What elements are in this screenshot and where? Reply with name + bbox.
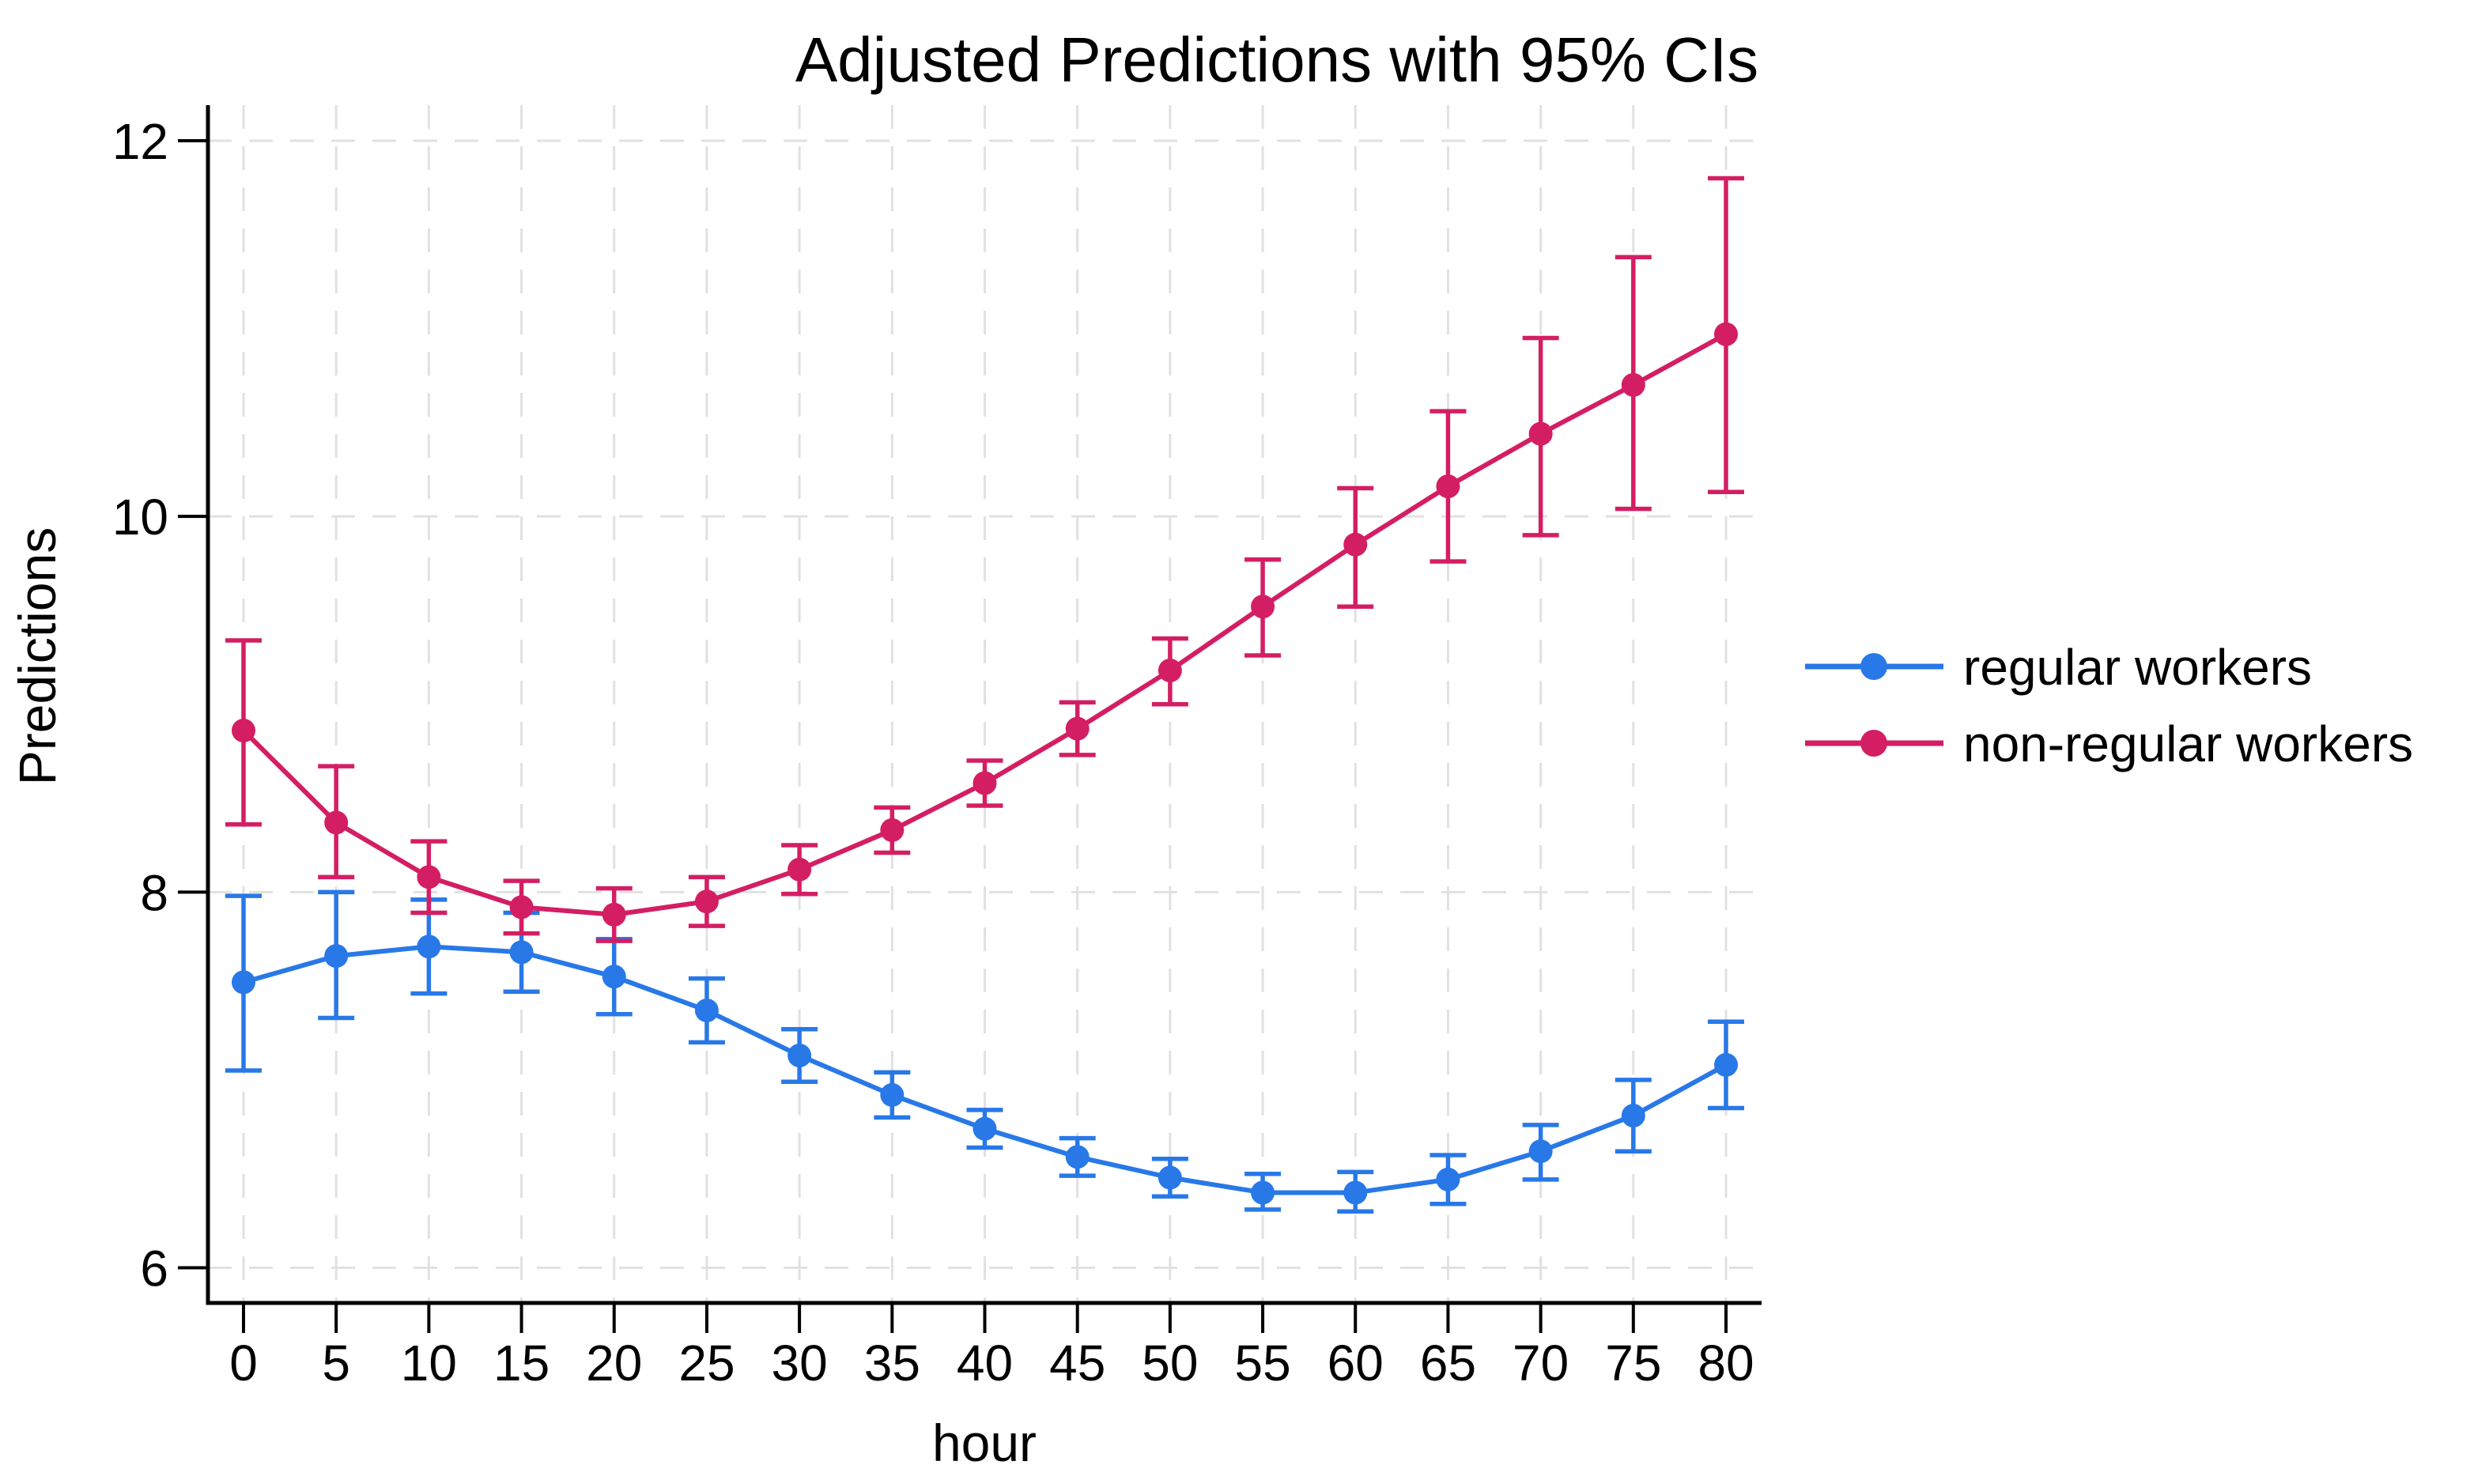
data-point-marker bbox=[232, 970, 255, 995]
axes-layer: 6 8 10 12 0 5 10 15 20 25 30 35 40 45 50 55 60 65 70 75 80 bbox=[112, 105, 1762, 1391]
data-point-marker bbox=[880, 818, 905, 842]
data-point-marker bbox=[1251, 595, 1275, 619]
x-tick-label: 80 bbox=[1698, 1335, 1754, 1391]
legend-item-regular: regular workers bbox=[1805, 639, 2312, 696]
x-tick-label: 25 bbox=[678, 1335, 735, 1391]
legend-label-regular: regular workers bbox=[1963, 639, 2312, 696]
data-point-marker bbox=[509, 940, 534, 965]
x-tick-label: 20 bbox=[586, 1335, 642, 1391]
data-point-marker bbox=[1343, 532, 1368, 557]
data-point-marker bbox=[509, 895, 534, 919]
data-point-marker bbox=[1158, 1165, 1182, 1190]
data-point-marker bbox=[880, 1082, 905, 1107]
data-point-marker bbox=[1528, 421, 1553, 446]
data-point-marker bbox=[1436, 1167, 1460, 1191]
data-point-marker bbox=[694, 999, 719, 1023]
x-tick-label: 50 bbox=[1142, 1335, 1198, 1391]
data-point-marker bbox=[417, 865, 441, 889]
legend-label-non-regular: non-regular workers bbox=[1963, 716, 2413, 772]
y-axis-label: Predictions bbox=[8, 527, 66, 786]
data-point-marker bbox=[1158, 658, 1182, 682]
legend-marker-icon-regular bbox=[1860, 653, 1887, 680]
x-tick-label: 5 bbox=[322, 1335, 350, 1391]
series-layer bbox=[225, 176, 1744, 1214]
x-tick-label: 0 bbox=[229, 1335, 258, 1391]
x-tick-label: 15 bbox=[493, 1335, 550, 1391]
y-tick-label: 12 bbox=[112, 113, 168, 170]
data-point-marker bbox=[1714, 1052, 1738, 1077]
data-point-marker bbox=[973, 771, 997, 795]
y-tick-label: 10 bbox=[112, 489, 168, 546]
data-point-marker bbox=[1436, 474, 1460, 499]
data-point-marker bbox=[1065, 716, 1090, 741]
chart-title: Adjusted Predictions with 95% CIs bbox=[795, 25, 1758, 95]
data-point-marker bbox=[1528, 1139, 1553, 1164]
x-tick-label: 65 bbox=[1420, 1335, 1476, 1391]
x-tick-label: 60 bbox=[1328, 1335, 1384, 1391]
legend-marker-icon-non-regular bbox=[1860, 730, 1887, 757]
y-tick-label: 6 bbox=[140, 1240, 168, 1297]
data-point-marker bbox=[417, 935, 441, 959]
data-point-marker bbox=[602, 902, 626, 927]
legend: regular workers non-regular workers bbox=[1805, 639, 2413, 772]
data-point-marker bbox=[1714, 322, 1738, 346]
data-point-marker bbox=[787, 857, 812, 882]
data-point-marker bbox=[232, 719, 255, 743]
x-tick-label: 70 bbox=[1513, 1335, 1569, 1391]
x-tick-label: 75 bbox=[1605, 1335, 1661, 1391]
data-point-marker bbox=[694, 889, 719, 914]
data-point-marker bbox=[1621, 372, 1645, 397]
x-tick-label: 40 bbox=[957, 1335, 1013, 1391]
y-tick-label: 8 bbox=[140, 864, 168, 921]
data-point-marker bbox=[324, 810, 349, 835]
x-tick-label: 55 bbox=[1234, 1335, 1290, 1391]
data-point-marker bbox=[1065, 1145, 1090, 1169]
legend-item-non-regular: non-regular workers bbox=[1805, 716, 2413, 772]
x-tick-label: 35 bbox=[864, 1335, 920, 1391]
data-point-marker bbox=[602, 965, 626, 989]
data-point-marker bbox=[973, 1116, 997, 1141]
data-point-marker bbox=[1251, 1180, 1275, 1205]
x-tick-label: 45 bbox=[1049, 1335, 1105, 1391]
x-tick-label: 30 bbox=[772, 1335, 828, 1391]
x-tick-label: 10 bbox=[401, 1335, 457, 1391]
data-point-marker bbox=[1621, 1104, 1645, 1128]
series-regular bbox=[225, 889, 1744, 1214]
data-point-marker bbox=[787, 1044, 812, 1068]
data-point-marker bbox=[1343, 1180, 1368, 1205]
x-axis-label: hour bbox=[932, 1414, 1037, 1472]
data-point-marker bbox=[324, 944, 349, 969]
series-non-regular bbox=[225, 176, 1744, 943]
